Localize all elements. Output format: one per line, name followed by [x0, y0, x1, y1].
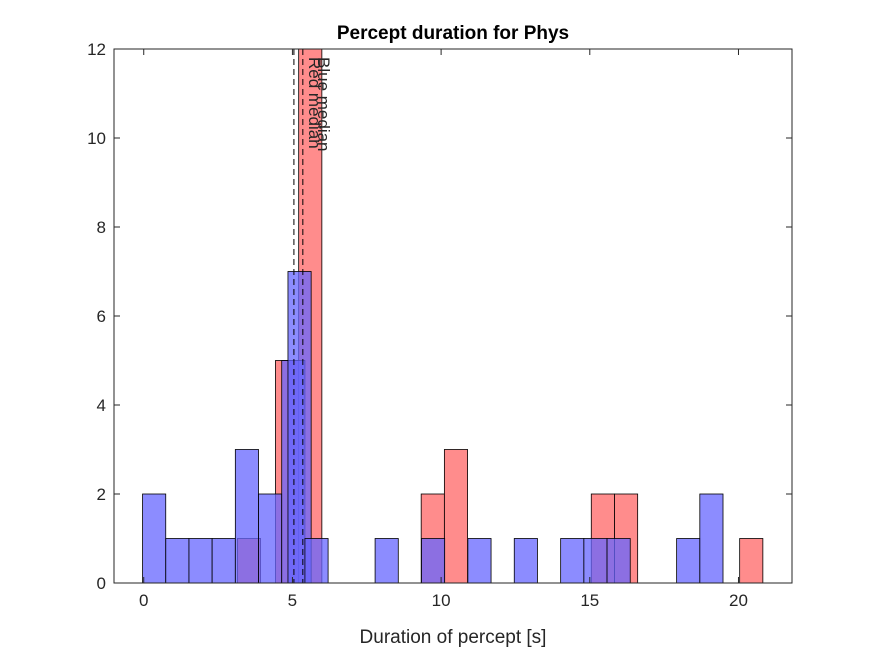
blue-bar-10: [374, 538, 399, 584]
x-tick-label-5: 20: [729, 591, 748, 610]
y-tick-label-2: 2: [97, 485, 106, 504]
median-label-2: Blue median: [314, 57, 333, 152]
blue-bar-12: [467, 538, 492, 584]
y-tick-label-1: 0: [97, 574, 106, 593]
blue-bar-18: [699, 493, 724, 584]
blue-bar-13: [513, 538, 538, 584]
blue-bar-2: [165, 538, 190, 584]
blue-bar-5: [234, 449, 259, 584]
blue-bar-17: [676, 538, 701, 584]
blue-series-bars: [142, 271, 724, 584]
x-tick-label-3: 10: [432, 591, 451, 610]
blue-bar-11: [421, 538, 446, 584]
blue-bar-8: [287, 271, 312, 584]
y-axis-ticks: 0 2 4 6 8 10 12: [87, 40, 792, 593]
blue-bar-1: [142, 493, 167, 584]
blue-bar-14: [560, 538, 585, 584]
blue-bar-4: [211, 538, 236, 584]
x-axis-ticks: 0 5 10 15 20: [139, 49, 748, 610]
x-tick-label-4: 15: [580, 591, 599, 610]
red-bar-8: [739, 538, 764, 584]
blue-bar-3: [188, 538, 213, 584]
y-tick-label-5: 8: [97, 218, 106, 237]
x-tick-label-2: 5: [288, 591, 297, 610]
blue-bar-9: [304, 538, 329, 584]
red-bar-5: [443, 449, 468, 584]
y-tick-label-3: 4: [97, 396, 106, 415]
y-tick-label-6: 10: [87, 129, 106, 148]
x-axis-label: Duration of percept [s]: [360, 627, 547, 648]
chart-title: Percept duration for Phys: [337, 23, 569, 44]
x-tick-label-1: 0: [139, 591, 148, 610]
median-label-1: Red median: [305, 57, 324, 149]
y-tick-label-7: 12: [87, 40, 106, 59]
y-tick-label-4: 6: [97, 307, 106, 326]
blue-bar-6: [258, 493, 283, 584]
blue-bar-16: [606, 538, 631, 584]
blue-bar-15: [583, 538, 608, 584]
